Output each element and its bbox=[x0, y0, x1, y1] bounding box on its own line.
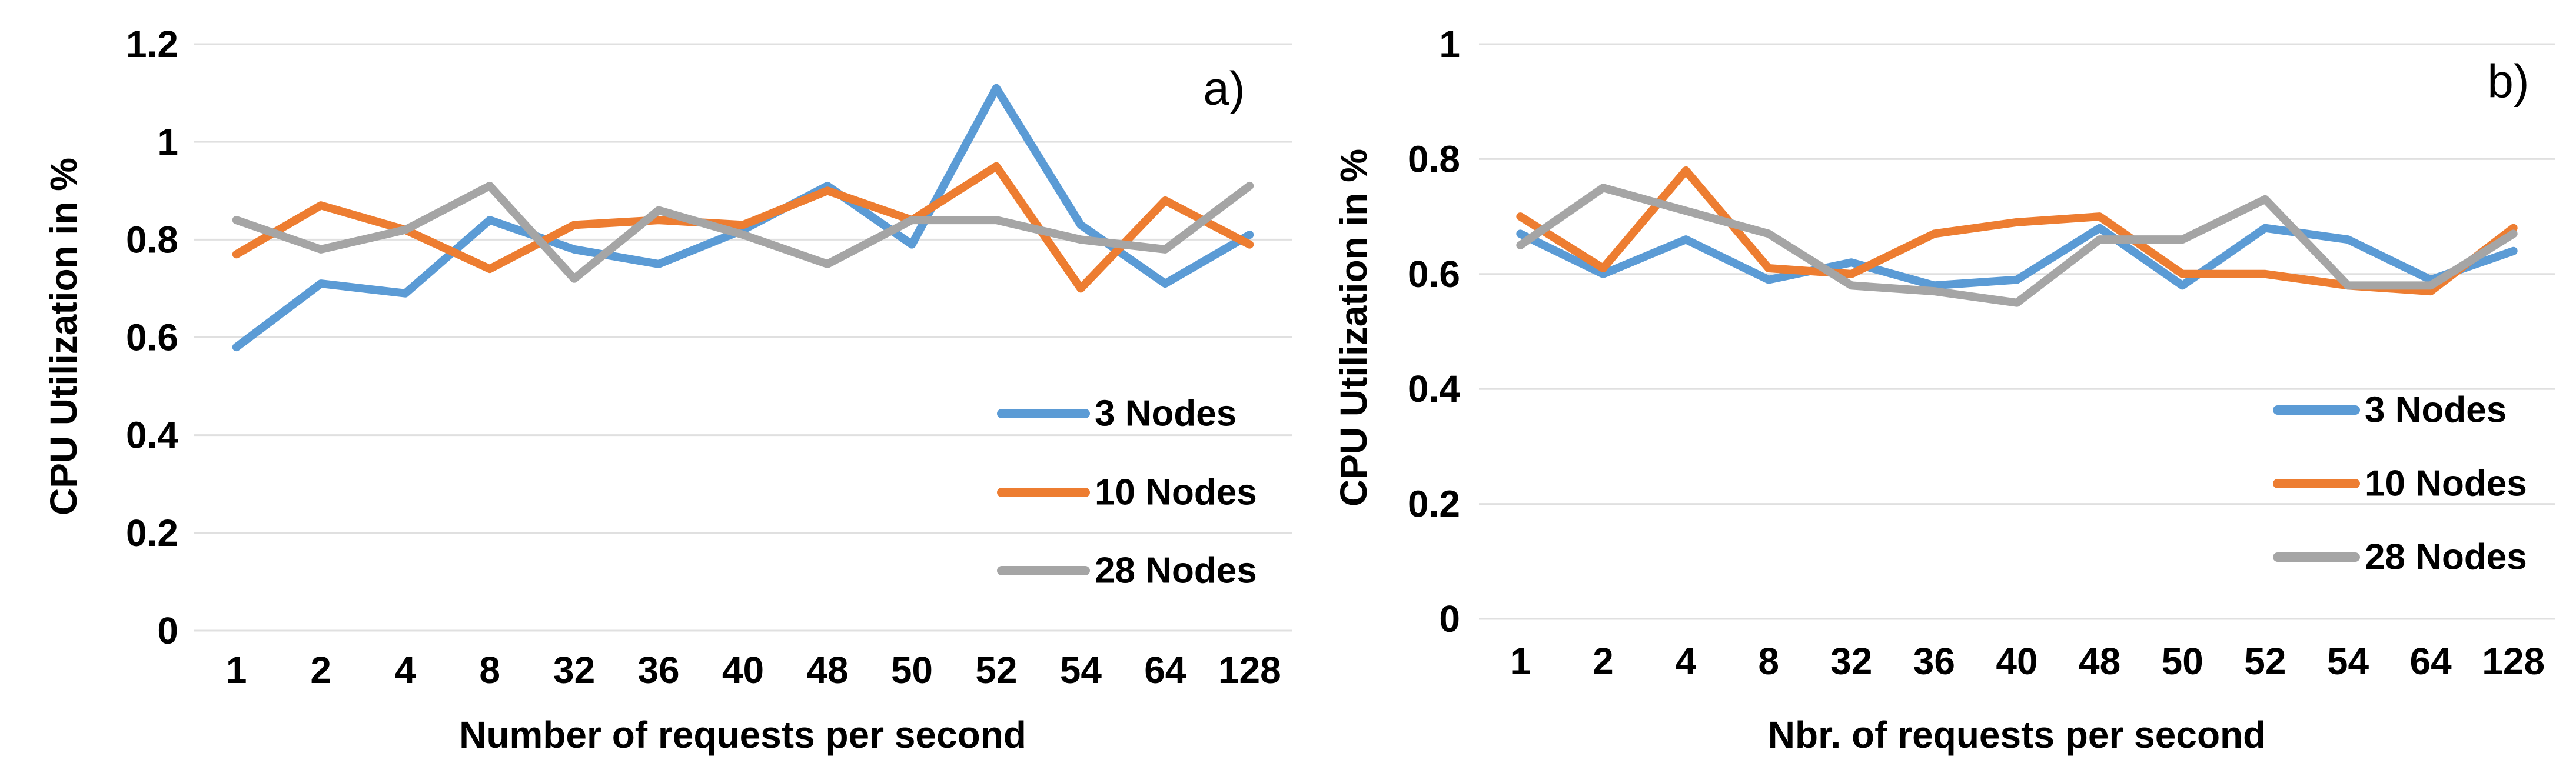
x-tick-label: 4 bbox=[395, 649, 416, 691]
panel-label-a: a) bbox=[1203, 62, 1245, 115]
legend-label-28-nodes: 28 Nodes bbox=[2365, 537, 2527, 578]
y-tick-label: 1 bbox=[157, 121, 178, 163]
x-tick-label: 52 bbox=[2244, 640, 2286, 682]
y-tick-label: 0.4 bbox=[126, 414, 178, 457]
series-line-10-nodes bbox=[232, 162, 1254, 293]
x-tick-label: 8 bbox=[1758, 640, 1779, 682]
series-line-3-nodes bbox=[1516, 224, 2518, 290]
x-axis-title: Number of requests per second bbox=[459, 714, 1026, 756]
x-tick-label: 1 bbox=[226, 649, 247, 691]
legend-label-3-nodes: 3 Nodes bbox=[1095, 394, 1237, 434]
y-axis-title: CPU Utilization in % bbox=[1332, 149, 1375, 507]
y-tick-label: 0 bbox=[157, 609, 178, 652]
y-tick-label: 0.4 bbox=[1408, 368, 1460, 410]
x-tick-label: 50 bbox=[891, 649, 933, 691]
series-line-28-nodes bbox=[232, 181, 1254, 283]
legend-label-10-nodes: 10 Nodes bbox=[1095, 472, 1257, 513]
x-tick-label: 52 bbox=[975, 649, 1017, 691]
x-tick-label: 40 bbox=[722, 649, 764, 691]
y-tick-label: 0.6 bbox=[126, 316, 178, 359]
y-tick-label: 0 bbox=[1439, 598, 1460, 640]
x-tick-label: 50 bbox=[2162, 640, 2203, 682]
x-tick-label: 2 bbox=[1593, 640, 1614, 682]
chart-a: 00.20.40.60.811.21 2 4 8 32 36 40 48 50 52 54 64 128… bbox=[42, 23, 1292, 756]
x-tick-label: 2 bbox=[310, 649, 331, 691]
x-tick-label: 32 bbox=[1830, 640, 1872, 682]
y-tick-label: 0.6 bbox=[1408, 253, 1460, 295]
series-line-28-nodes bbox=[1516, 184, 2518, 307]
x-tick-label: 48 bbox=[2079, 640, 2120, 682]
x-tick-label: 40 bbox=[1996, 640, 2037, 682]
x-tick-label: 36 bbox=[1913, 640, 1955, 682]
y-tick-label: 0.2 bbox=[1408, 483, 1460, 525]
y-tick-label: 0.2 bbox=[126, 512, 178, 554]
y-axis-title: CPU Utilization in % bbox=[42, 158, 85, 515]
x-tick-label: 128 bbox=[2482, 640, 2545, 682]
x-tick-label: 1 bbox=[1510, 640, 1531, 682]
x-tick-label: 4 bbox=[1676, 640, 1697, 682]
legend: 3 Nodes 10 Nodes 28 Nodes bbox=[2273, 390, 2527, 578]
x-tick-label: 36 bbox=[637, 649, 679, 691]
x-axis-title: Nbr. of requests per second bbox=[1768, 714, 2266, 756]
x-tick-label: 54 bbox=[1060, 649, 1102, 691]
legend-label-3-nodes: 3 Nodes bbox=[2365, 390, 2507, 431]
x-tick-label: 64 bbox=[2409, 640, 2452, 682]
x-tick-label: 64 bbox=[1144, 649, 1186, 691]
y-tick-label: 1.2 bbox=[126, 23, 178, 65]
x-tick-label: 48 bbox=[806, 649, 848, 691]
legend-label-10-nodes: 10 Nodes bbox=[2365, 464, 2527, 504]
y-tick-label: 0.8 bbox=[1408, 138, 1460, 180]
y-tick-label: 0.8 bbox=[126, 218, 178, 261]
legend: 3 Nodes 10 Nodes 28 Nodes bbox=[997, 394, 1257, 591]
x-tick-label: 54 bbox=[2327, 640, 2369, 682]
x-tick-label: 32 bbox=[553, 649, 595, 691]
x-tick-label: 128 bbox=[1218, 649, 1281, 691]
x-tick-label: 8 bbox=[479, 649, 500, 691]
series-line-3-nodes bbox=[232, 84, 1254, 352]
panel-label-b: b) bbox=[2487, 55, 2529, 108]
legend-label-28-nodes: 28 Nodes bbox=[1095, 551, 1257, 591]
y-tick-label: 1 bbox=[1439, 23, 1460, 65]
